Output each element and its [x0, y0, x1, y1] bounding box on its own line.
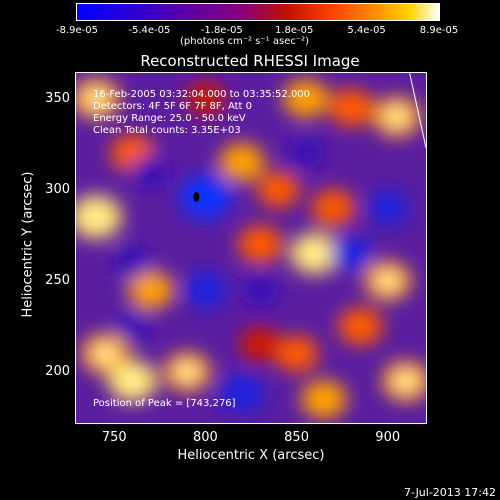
heatmap-peak-core	[303, 243, 326, 264]
heatmap-bright-blob	[127, 270, 174, 310]
x-tick-label: 750	[101, 430, 127, 445]
heatmap-bright-blob	[218, 142, 265, 182]
colorbar-tick-label: 8.9e-05	[419, 25, 459, 36]
heatmap-bright-blob	[186, 82, 225, 116]
annotation-total-counts: Clean Total counts: 3.35E+03	[93, 125, 241, 136]
y-axis-ticks: 200 250 300 350	[20, 0, 70, 500]
footer-timestamp: 7-Jul-2013 17:42	[403, 486, 496, 499]
heatmap-bright-blob	[237, 225, 283, 264]
y-tick-label: 350	[45, 90, 70, 106]
y-tick-label: 300	[45, 181, 70, 197]
heatmap-dark-blob	[330, 235, 372, 271]
peak-marker	[193, 191, 200, 202]
plot-area: 16-Feb-2005 03:32:04.000 to 03:35:52.000…	[75, 72, 427, 424]
x-tick-label: 900	[375, 430, 401, 445]
plot-title: Reconstructed RHESSI Image	[140, 52, 360, 70]
heatmap-dark-blob	[131, 154, 171, 188]
heatmap-dark-blob	[286, 137, 325, 170]
heatmap-bright-blob	[257, 171, 300, 208]
heatmap-image	[76, 73, 426, 423]
heatmap-peak-core	[121, 371, 144, 391]
heatmap-dark-blob	[179, 174, 232, 220]
heatmap-bright-blob	[337, 307, 383, 346]
heatmap-dark-blob	[219, 374, 265, 413]
colorbar-tick-label: 5.4e-05	[347, 25, 386, 36]
heatmap-dark-blob	[184, 271, 227, 308]
heatmap-dark-blob	[367, 190, 408, 225]
annotation-time-range: 16-Feb-2005 03:32:04.000 to 03:35:52.000	[93, 89, 311, 100]
colorbar-tick-label: -8.9e-05	[56, 25, 98, 36]
heatmap-dark-blob	[113, 246, 152, 279]
colorbar-tick-label: -5.4e-05	[128, 25, 171, 36]
heatmap-dark-blob	[114, 310, 151, 342]
y-axis-label: Heliocentric Y (arcsec)	[20, 171, 36, 318]
heatmap-peak-core	[385, 107, 408, 127]
heatmap-bright-blob	[274, 335, 319, 373]
heatmap-bright-blob	[239, 327, 281, 363]
y-tick-label: 200	[45, 363, 70, 379]
colorbar-tick-label: -1.8e-05	[200, 25, 243, 36]
heatmap-peak-core	[85, 88, 107, 109]
heatmap-peak-core	[176, 362, 198, 382]
heatmap-dark-blob	[240, 273, 280, 307]
heatmap-bright-blob	[311, 189, 355, 227]
solar-limb-line	[409, 73, 426, 148]
colorbar-tick-label: 1.8e-05	[274, 25, 314, 36]
heatmap-bright-blob	[76, 77, 121, 120]
colorbar-unit: (photons cm⁻² s⁻¹ asec⁻²)	[180, 36, 310, 47]
annotation-detectors: Detectors: 4F 5F 6F 7F 8F, Att 0	[93, 101, 253, 112]
annotation-energy-range: Energy Range: 25.0 - 50.0 keV	[93, 113, 246, 124]
y-tick-label: 250	[45, 272, 70, 288]
annotation-peak-position: Position of Peak = [743,276]	[93, 398, 236, 409]
heatmap-bright-blob	[328, 88, 374, 127]
heatmap-peak-core	[377, 271, 399, 291]
x-tick-label: 850	[284, 430, 309, 445]
x-axis-label: Heliocentric X (arcsec)	[177, 448, 325, 463]
x-tick-label: 800	[193, 430, 218, 445]
heatmap-bright-blob	[300, 379, 347, 419]
heatmap-peak-core	[395, 371, 417, 391]
heatmap-peak-core	[94, 344, 117, 364]
heatmap-peak-core	[84, 206, 108, 228]
heatmap-bright-blob	[282, 78, 329, 119]
colorbar	[76, 3, 440, 21]
